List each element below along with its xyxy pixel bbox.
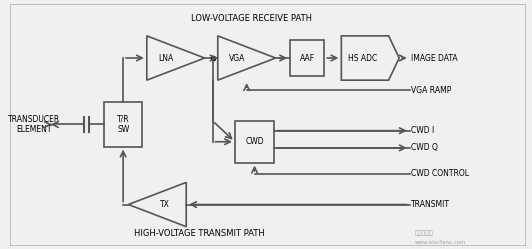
Text: TRANSDUCER
ELEMENT: TRANSDUCER ELEMENT [7, 115, 60, 134]
Text: LOW-VOLTAGE RECEIVE PATH: LOW-VOLTAGE RECEIVE PATH [192, 14, 312, 23]
Text: IMAGE DATA: IMAGE DATA [411, 54, 458, 62]
Text: T/R
SW: T/R SW [117, 115, 129, 134]
Text: CWD CONTROL: CWD CONTROL [411, 169, 469, 178]
Text: VGA RAMP: VGA RAMP [411, 85, 451, 95]
Text: CWD Q: CWD Q [411, 143, 438, 152]
Text: VGA: VGA [229, 54, 245, 62]
Text: CWD I: CWD I [411, 126, 434, 135]
Text: TRANSMIT: TRANSMIT [411, 200, 450, 209]
Text: AAF: AAF [300, 54, 315, 62]
Text: HIGH-VOLTAGE TRANSMIT PATH: HIGH-VOLTAGE TRANSMIT PATH [134, 229, 265, 238]
Text: HS ADC: HS ADC [348, 54, 377, 62]
Text: www.elecfans.com: www.elecfans.com [415, 240, 467, 245]
Text: LNA: LNA [159, 54, 174, 62]
Text: TX: TX [160, 200, 170, 209]
Text: CWD: CWD [245, 137, 264, 146]
Text: 电子发烧友: 电子发烧友 [415, 230, 434, 236]
